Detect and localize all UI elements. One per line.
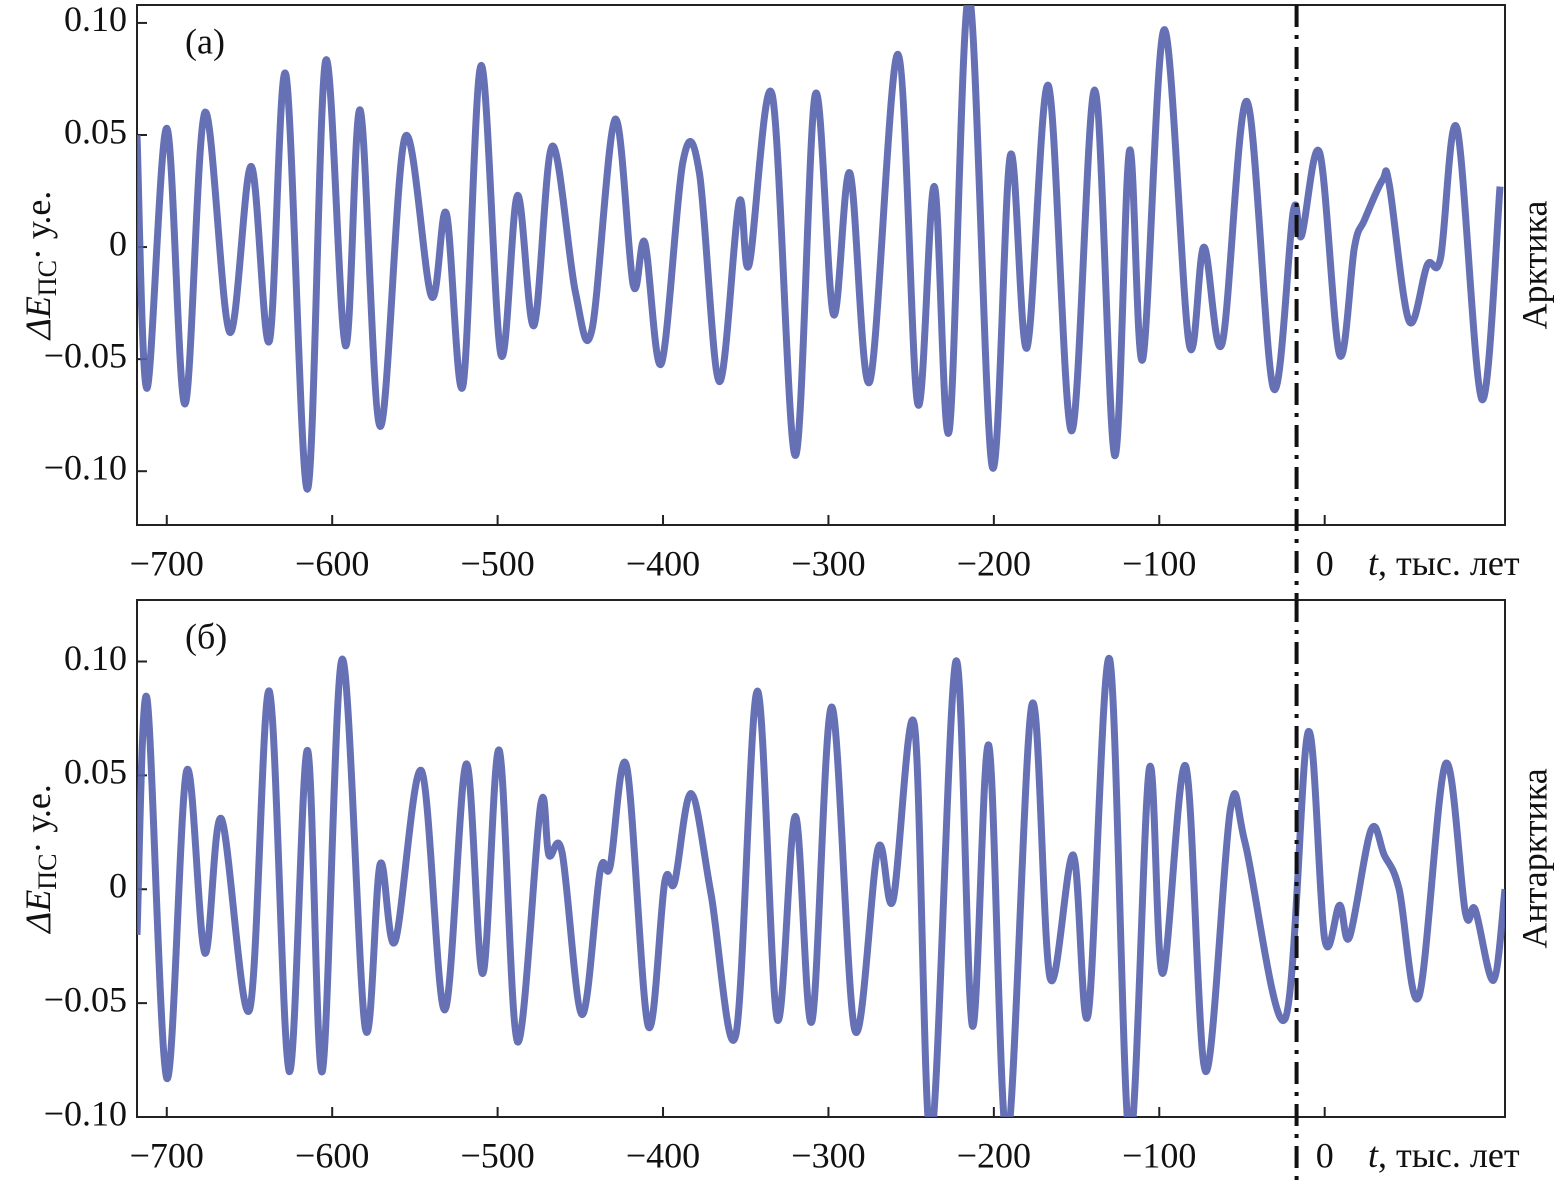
y-tick-label: 0.05 — [64, 752, 127, 792]
x-axis-label: t, тыс. лет — [1368, 543, 1520, 583]
x-label-symbol: t — [1368, 1135, 1379, 1175]
y-axis-label: ΔEПС· у.е. — [18, 784, 62, 935]
x-tick-label: −300 — [791, 1135, 865, 1175]
y-tick-label: −0.10 — [44, 1093, 127, 1133]
x-tick-label: −700 — [130, 1135, 204, 1175]
x-tick-label: −600 — [295, 1135, 369, 1175]
x-tick-label: −600 — [295, 543, 369, 583]
x-tick-label: 0 — [1316, 543, 1334, 583]
x-tick-label: −400 — [626, 1135, 700, 1175]
data-line — [137, 5, 1504, 493]
x-tick-label: −500 — [460, 1135, 534, 1175]
data-line — [137, 655, 1505, 1117]
x-label-text: , тыс. лет — [1378, 543, 1520, 583]
y-label-subscript: ПС — [33, 854, 62, 890]
y-axis-label: ΔEПС· у.е. — [18, 191, 62, 342]
x-tick-label: −200 — [957, 1135, 1031, 1175]
panel-label: (б) — [185, 616, 227, 656]
x-tick-label: −100 — [1122, 1135, 1196, 1175]
x-tick-label: −100 — [1122, 543, 1196, 583]
y-tick-label: 0.05 — [64, 111, 127, 151]
y-label-symbol: ΔE — [18, 296, 58, 341]
y-label-symbol: ΔE — [18, 890, 58, 935]
y-tick-label: −0.05 — [44, 979, 127, 1019]
y-tick-label: 0.10 — [64, 638, 127, 678]
y-tick-label: −0.05 — [44, 335, 127, 375]
x-tick-label: −500 — [460, 543, 534, 583]
x-label-text: , тыс. лет — [1378, 1135, 1520, 1175]
y-tick-label: −0.10 — [44, 447, 127, 487]
panel-label: (а) — [185, 21, 225, 61]
y-tick-label: 0.10 — [64, 0, 127, 39]
x-label-symbol: t — [1368, 543, 1379, 583]
y-label-subscript: ПС — [33, 260, 62, 296]
x-tick-label: −300 — [791, 543, 865, 583]
x-tick-label: −700 — [130, 543, 204, 583]
y-label-unit: · у.е. — [18, 191, 58, 260]
x-axis-label: t, тыс. лет — [1368, 1135, 1520, 1175]
side-label: Арктика — [1514, 201, 1554, 330]
x-tick-label: −200 — [957, 543, 1031, 583]
y-label-unit: · у.е. — [18, 784, 58, 853]
y-tick-label: 0 — [109, 866, 127, 906]
y-tick-label: 0 — [109, 223, 127, 263]
x-tick-label: 0 — [1316, 1135, 1334, 1175]
side-label: Антарктика — [1514, 768, 1554, 948]
x-tick-label: −400 — [626, 543, 700, 583]
